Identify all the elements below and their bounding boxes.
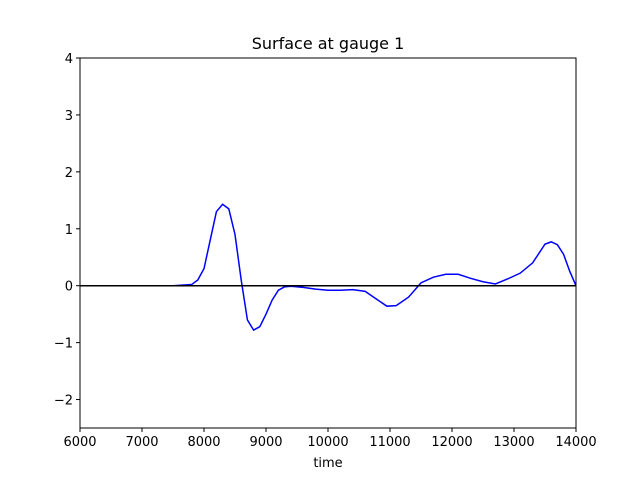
x-tick-label: 13000 bbox=[493, 435, 534, 450]
x-tick-label: 12000 bbox=[431, 435, 472, 450]
y-tick-label: −2 bbox=[54, 394, 73, 409]
y-tick-label: 0 bbox=[65, 280, 73, 295]
data-line bbox=[80, 203, 577, 332]
y-tick-label: 2 bbox=[65, 166, 73, 181]
x-tick-label: 9000 bbox=[249, 435, 282, 450]
y-tick-label: −1 bbox=[54, 337, 73, 352]
y-tick-label: 3 bbox=[65, 109, 73, 124]
plot-frame bbox=[79, 57, 577, 429]
x-tick-label: 10000 bbox=[307, 435, 348, 450]
y-tick-label: 1 bbox=[65, 223, 73, 238]
x-tick-label: 11000 bbox=[369, 435, 410, 450]
x-tick-label: 8000 bbox=[187, 435, 220, 450]
x-axis-label: time bbox=[313, 456, 342, 471]
chart-title: Surface at gauge 1 bbox=[252, 34, 405, 53]
y-tick-label: 4 bbox=[65, 52, 73, 67]
x-tick-label: 14000 bbox=[555, 435, 596, 450]
x-tick-label: 6000 bbox=[63, 435, 96, 450]
x-tick-label: 7000 bbox=[125, 435, 158, 450]
